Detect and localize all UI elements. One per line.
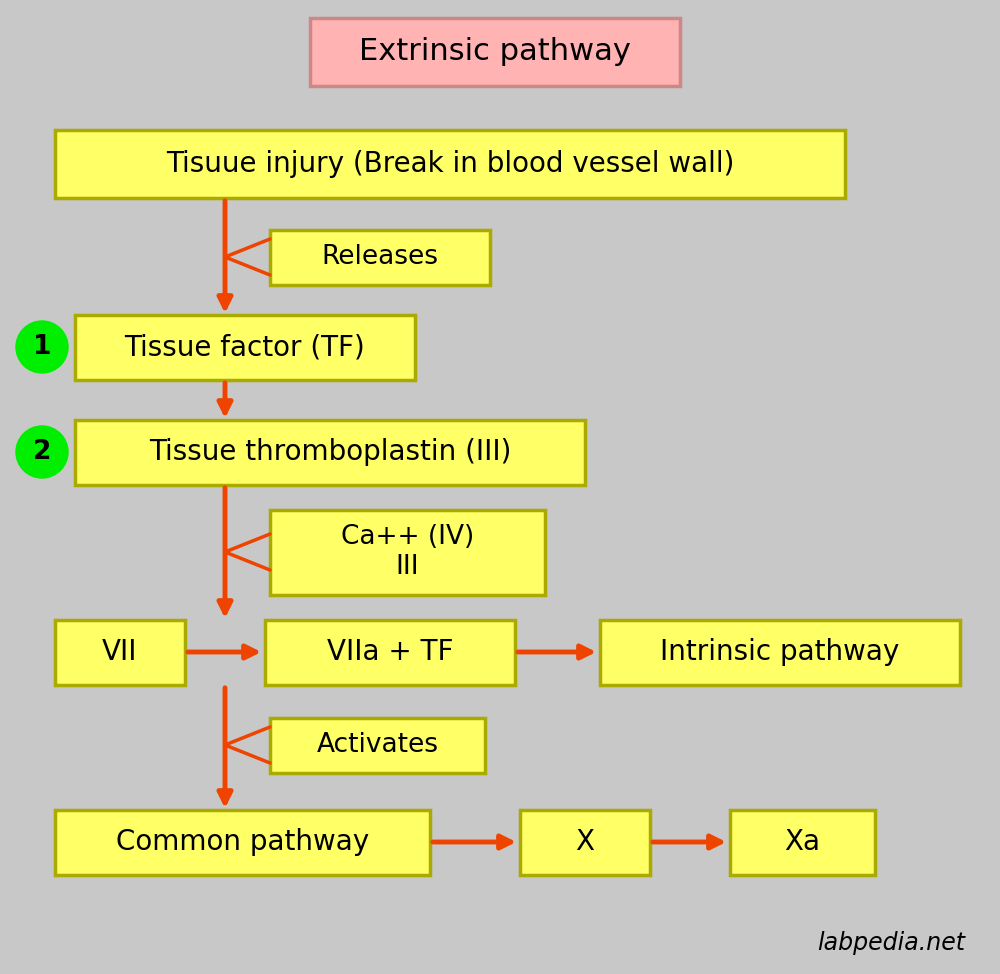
FancyBboxPatch shape <box>600 620 960 685</box>
Text: labpedia.net: labpedia.net <box>817 931 965 955</box>
FancyBboxPatch shape <box>270 510 545 595</box>
Text: Tisuue injury (Break in blood vessel wall): Tisuue injury (Break in blood vessel wal… <box>166 150 734 178</box>
FancyBboxPatch shape <box>270 718 485 773</box>
FancyBboxPatch shape <box>730 810 875 875</box>
FancyBboxPatch shape <box>55 130 845 198</box>
Text: 2: 2 <box>33 439 51 465</box>
Text: Releases: Releases <box>322 244 438 271</box>
Text: Extrinsic pathway: Extrinsic pathway <box>359 38 631 66</box>
Text: VII: VII <box>102 639 138 666</box>
Text: Common pathway: Common pathway <box>116 829 369 856</box>
Text: Intrinsic pathway: Intrinsic pathway <box>660 639 900 666</box>
Text: Xa: Xa <box>784 829 820 856</box>
FancyBboxPatch shape <box>520 810 650 875</box>
Circle shape <box>16 321 68 373</box>
Text: VIIa + TF: VIIa + TF <box>327 639 453 666</box>
Text: 1: 1 <box>33 334 51 360</box>
Text: X: X <box>576 829 594 856</box>
Text: Ca++ (IV)
III: Ca++ (IV) III <box>341 525 474 581</box>
FancyBboxPatch shape <box>270 230 490 285</box>
Text: Tissue thromboplastin (III): Tissue thromboplastin (III) <box>149 438 511 467</box>
Text: Activates: Activates <box>316 732 438 759</box>
FancyBboxPatch shape <box>75 315 415 380</box>
Circle shape <box>16 426 68 478</box>
FancyBboxPatch shape <box>310 18 680 86</box>
FancyBboxPatch shape <box>265 620 515 685</box>
FancyBboxPatch shape <box>55 620 185 685</box>
FancyBboxPatch shape <box>55 810 430 875</box>
FancyBboxPatch shape <box>75 420 585 485</box>
Text: Tissue factor (TF): Tissue factor (TF) <box>125 333 365 361</box>
